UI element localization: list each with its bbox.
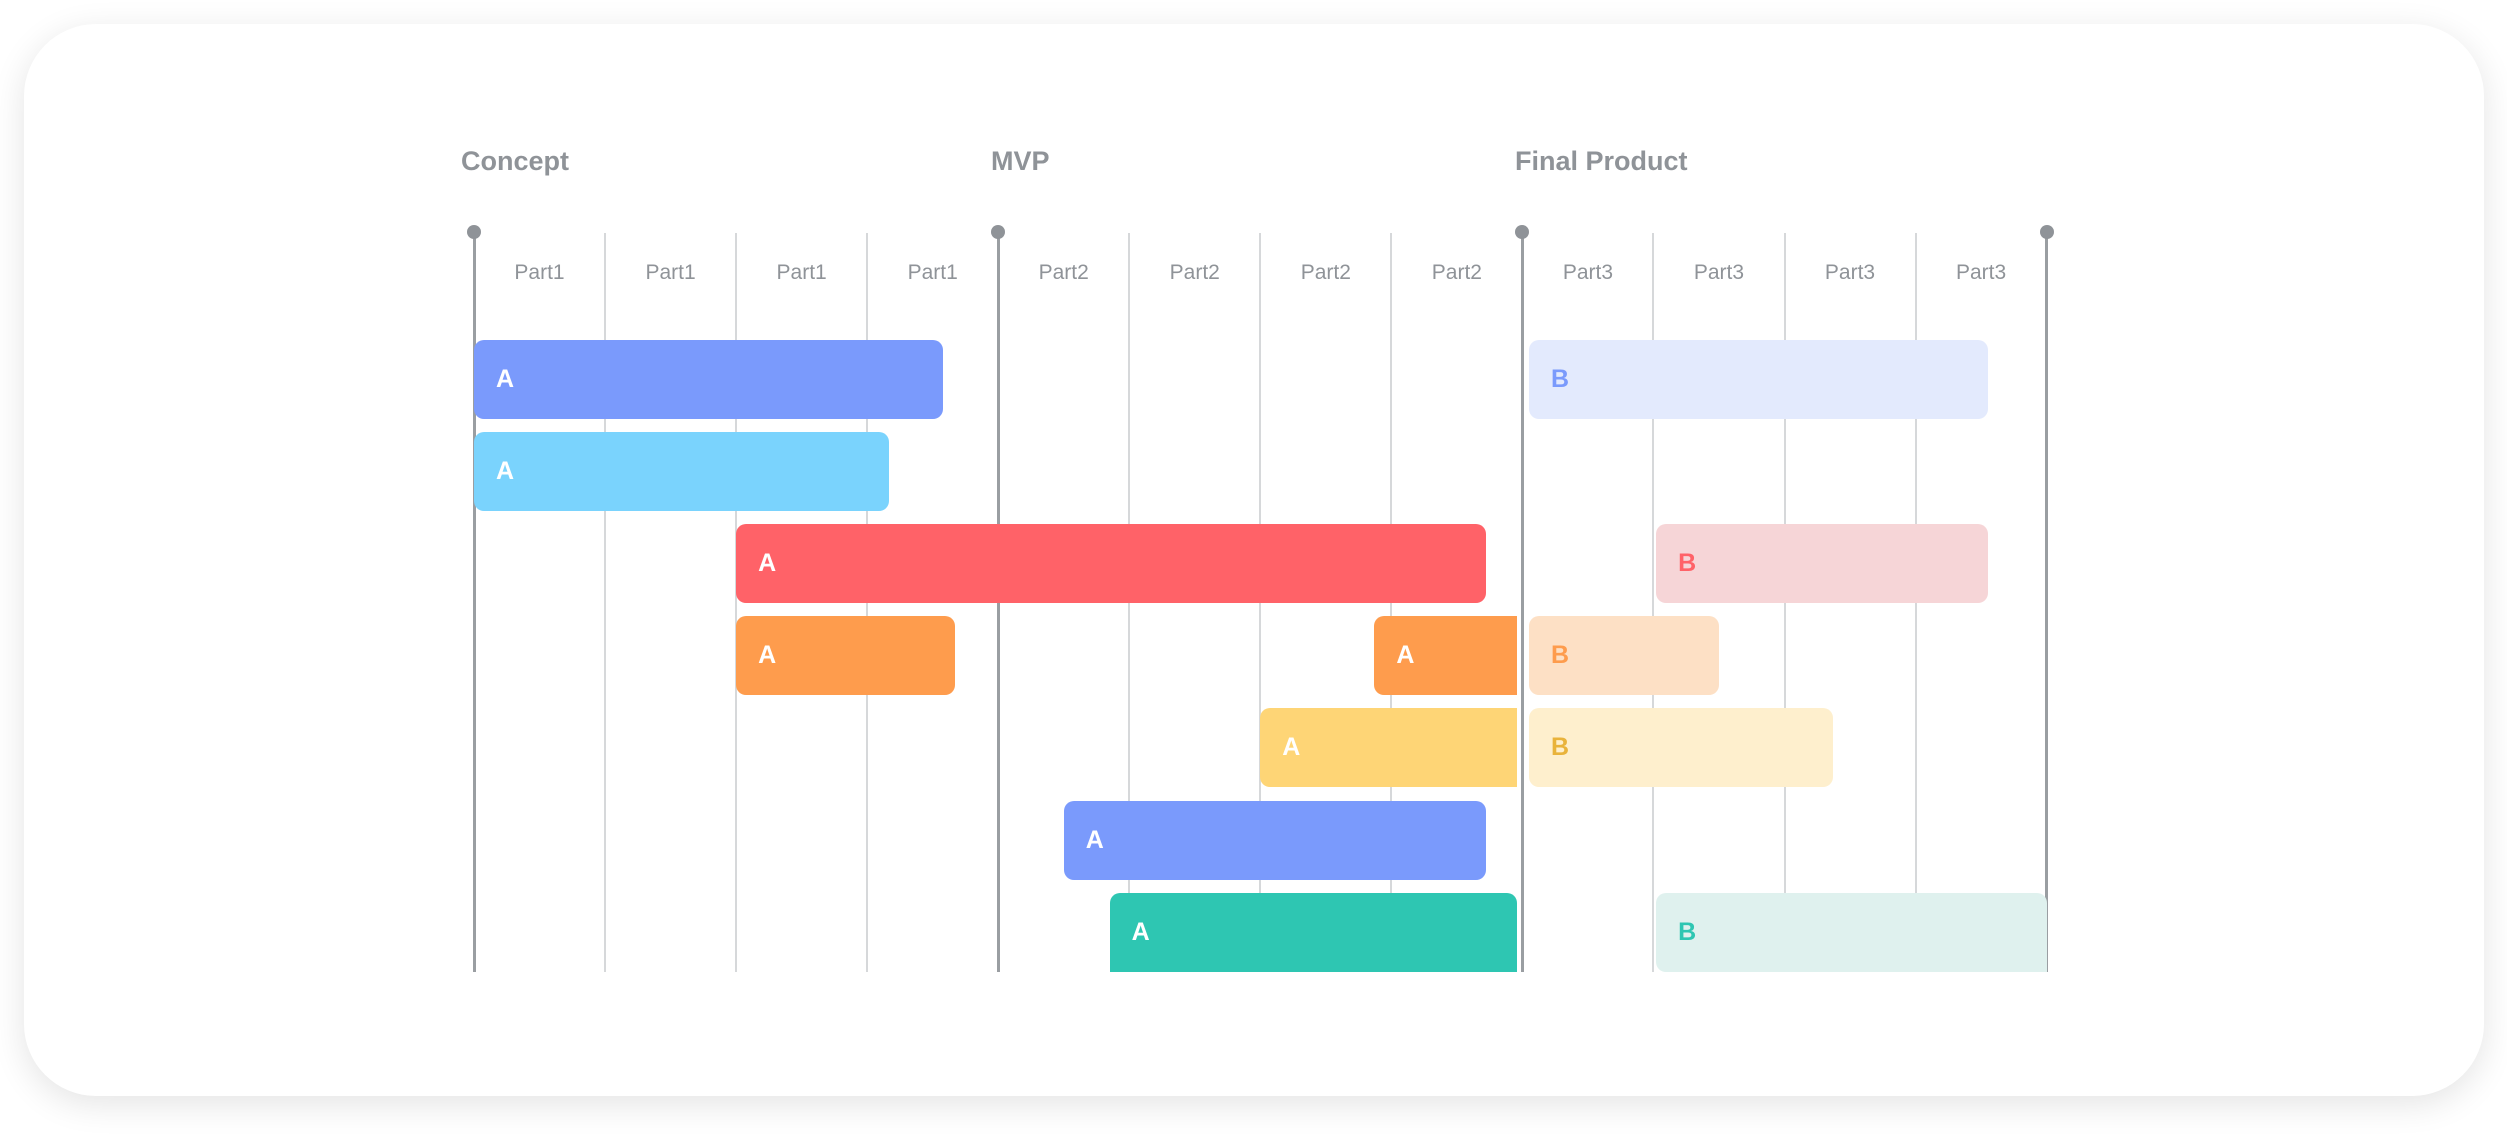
gantt-bar-b: B (1528, 616, 1719, 696)
milestone-gridline (472, 233, 476, 972)
gantt-bar-a: A (736, 524, 1486, 604)
column-label: Part1 (776, 261, 827, 284)
column-label: Part1 (645, 261, 696, 284)
column-label: Part3 (1562, 261, 1614, 284)
column-label: Part3 (1693, 261, 1745, 284)
milestone-dot (991, 225, 1006, 239)
milestone-gridline (1520, 233, 1524, 972)
column-gridline (604, 233, 607, 972)
gantt-bar-b: B (1656, 524, 1988, 604)
milestone-label-final-product: Final Product (1515, 146, 1688, 176)
gantt-bar-a: A (1109, 892, 1518, 972)
gantt-bar-a: A (736, 616, 955, 696)
milestone-label-mvp: MVP (991, 146, 1050, 176)
column-label: Part2 (1300, 261, 1351, 284)
gantt-bar-a: A (1374, 616, 1518, 696)
gantt-bar-a: A (1063, 800, 1486, 880)
gantt-bar-a: A (474, 432, 890, 512)
column-label: Part3 (1824, 261, 1876, 284)
column-label: Part2 (1431, 261, 1482, 284)
column-gridline (735, 233, 738, 972)
gantt-bar-a: A (474, 340, 944, 419)
gantt-bar-b: B (1656, 892, 2047, 972)
column-label: Part1 (907, 261, 958, 284)
milestone-dot (2039, 225, 2054, 239)
gantt-bar-b: B (1528, 340, 1988, 419)
column-label: Part1 (514, 261, 565, 284)
gantt-bar-b: B (1528, 708, 1833, 788)
milestone-dot (1515, 225, 1530, 239)
column-label: Part3 (1955, 261, 2007, 284)
column-label: Part2 (1038, 261, 1089, 284)
milestone-gridline (2045, 233, 2049, 972)
column-gridline (1652, 233, 1655, 972)
milestone-label-concept: Concept (461, 146, 569, 176)
gantt-bar-a: A (1260, 708, 1518, 788)
milestone-dot (467, 225, 481, 239)
column-label: Part2 (1169, 261, 1220, 284)
